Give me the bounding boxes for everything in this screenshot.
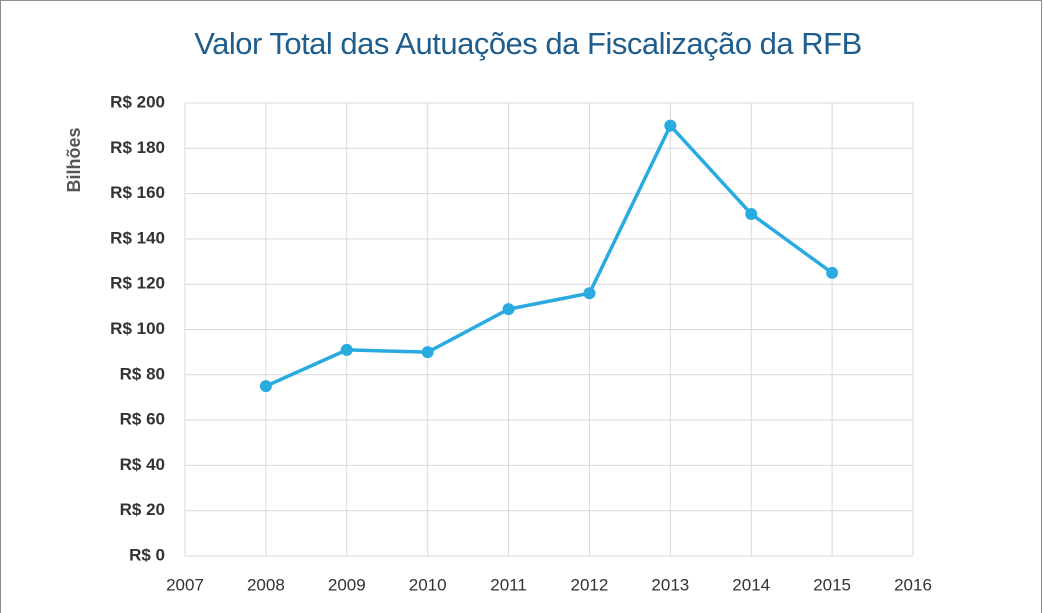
y-axis-label: Bilhões (64, 127, 84, 192)
y-tick-label: R$ 120 (110, 274, 165, 293)
y-tick-label: R$ 100 (110, 319, 165, 338)
y-tick-label: R$ 200 (110, 92, 165, 111)
chart-title: Valor Total das Autuações da Fiscalizaçã… (194, 26, 862, 61)
x-tick-label: 2016 (894, 575, 932, 594)
y-tick-label: R$ 180 (110, 138, 165, 157)
x-tick-label: 2008 (247, 575, 285, 594)
x-tick-label: 2013 (651, 575, 689, 594)
y-tick-label: R$ 40 (120, 455, 165, 474)
x-tick-label: 2015 (813, 575, 851, 594)
x-tick-label: 2014 (732, 575, 770, 594)
data-point (421, 346, 434, 359)
x-tick-label: 2007 (166, 575, 204, 594)
y-tick-label: R$ 160 (110, 183, 165, 202)
x-tick-label: 2009 (328, 575, 366, 594)
data-point (340, 343, 353, 356)
x-tick-label: 2011 (490, 575, 527, 594)
data-point (583, 287, 596, 300)
data-point (745, 207, 758, 220)
y-tick-label: R$ 0 (129, 545, 165, 564)
data-point (826, 266, 839, 279)
x-tick-label: 2012 (571, 575, 609, 594)
y-tick-label: R$ 60 (120, 410, 165, 429)
data-line (265, 123, 834, 388)
data-point (664, 119, 677, 132)
y-tick-label: R$ 140 (110, 228, 165, 247)
x-tick-label: 2010 (409, 575, 447, 594)
data-point (502, 303, 515, 316)
data-point (259, 380, 272, 393)
y-tick-label: R$ 80 (120, 364, 165, 383)
y-tick-label: R$ 20 (120, 500, 165, 519)
